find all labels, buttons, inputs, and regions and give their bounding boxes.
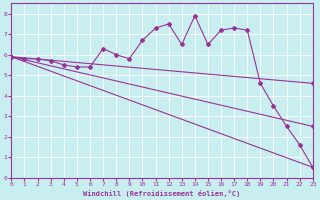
X-axis label: Windchill (Refroidissement éolien,°C): Windchill (Refroidissement éolien,°C) [84, 190, 241, 197]
